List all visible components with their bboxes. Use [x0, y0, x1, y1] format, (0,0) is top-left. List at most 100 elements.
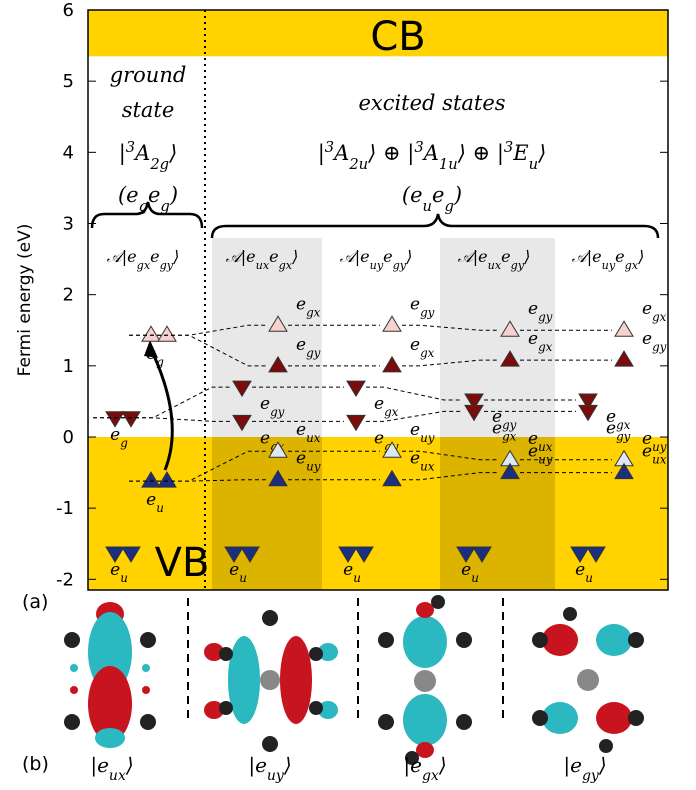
subscript: u: [120, 571, 128, 585]
subscript: uy: [370, 259, 384, 272]
subscript: uy: [602, 259, 616, 272]
math-text: ⟩: [283, 753, 292, 777]
superscript: 3: [504, 139, 513, 156]
y-tick-label: 4: [63, 142, 74, 163]
subscript: u: [471, 571, 479, 585]
subscript: gy: [652, 340, 667, 354]
band-label: CB: [370, 14, 425, 60]
math-text: |e: [90, 753, 109, 778]
subscript: g: [444, 198, 453, 215]
math-text: e: [343, 560, 353, 580]
y-tick-label: 5: [63, 71, 74, 92]
math-text: ⟩: [172, 247, 179, 266]
brace: [212, 214, 658, 238]
superscript: 3: [325, 139, 334, 156]
ground-config: (egeg): [118, 183, 178, 215]
subscript: gy: [306, 346, 321, 360]
math-text: A: [422, 141, 439, 165]
subscript: gx: [420, 346, 435, 360]
subscript: gy: [511, 259, 525, 272]
math-text: e: [148, 183, 160, 207]
orbital-label: |egy⟩: [563, 753, 606, 784]
ground-title: state: [122, 98, 175, 122]
orbital-eux: [64, 602, 156, 748]
y-tick-label: -2: [56, 569, 74, 590]
subscript: gy: [160, 259, 174, 272]
math-text: |: [119, 141, 126, 166]
excited-config: (eueg): [402, 183, 462, 215]
column-header: 𝒜|euyegy⟩: [340, 247, 413, 272]
subscript: ux: [256, 259, 270, 272]
math-text: ⟩: [291, 247, 298, 266]
math-text: e: [528, 442, 538, 462]
subscript: ux: [488, 259, 502, 272]
math-text: ⟩ ⊕ |: [367, 141, 414, 166]
subscript: u: [353, 571, 361, 585]
page: (a) (b): [0, 0, 696, 790]
subscript: u: [585, 571, 593, 585]
subscript: gx: [306, 305, 321, 319]
band-label: VB: [155, 540, 210, 586]
math-text: ): [453, 183, 462, 207]
level-marker: [615, 351, 633, 366]
y-tick-label: 2: [63, 285, 74, 306]
math-text: e: [146, 344, 156, 364]
math-text: 𝒜|e: [226, 247, 256, 266]
subscript: gx: [384, 405, 399, 419]
ground-ket: |3A2g⟩: [119, 139, 178, 173]
panel-label: (a): [22, 591, 48, 613]
subscript: gx: [625, 259, 639, 272]
column-header: 𝒜|euyegx⟩: [572, 247, 645, 272]
subscript: g: [156, 355, 164, 369]
subscript: u: [423, 198, 432, 215]
math-text: e: [575, 560, 585, 580]
math-text: e: [110, 560, 120, 580]
subscript: g: [139, 198, 148, 215]
math-text: e: [296, 335, 306, 355]
orbital-label: |eux⟩: [90, 753, 133, 784]
math-text: E: [512, 141, 528, 165]
math-text: e: [642, 329, 652, 349]
math-text: |e: [403, 753, 422, 778]
math-text: 𝒜|e: [340, 247, 370, 266]
subscript: 2g: [149, 156, 169, 173]
superscript: 3: [414, 139, 423, 156]
figure: (a) (b): [0, 0, 696, 790]
y-tick-label: 3: [63, 213, 74, 234]
y-axis-label: Fermi energy (eV): [15, 224, 35, 377]
math-text: e: [492, 418, 502, 438]
excited-title: excited states: [358, 91, 505, 115]
math-text: e: [229, 560, 239, 580]
math-text: ⟩: [637, 247, 644, 266]
math-text: e: [146, 490, 156, 510]
math-text: ): [169, 183, 178, 207]
column-header: 𝒜|egxegy⟩: [107, 247, 180, 272]
subscript: g: [120, 436, 128, 450]
math-text: e: [528, 329, 538, 349]
subscript: gx: [652, 310, 667, 324]
math-text: e: [642, 299, 652, 319]
subscript: gx: [538, 340, 553, 354]
subscript: gx: [279, 259, 293, 272]
superscript: 3: [126, 139, 135, 156]
level-marker: [347, 415, 365, 430]
math-text: e: [642, 442, 652, 462]
math-text: e: [110, 425, 120, 445]
math-text: (e: [402, 183, 423, 207]
math-text: e: [374, 428, 384, 448]
math-text: e: [269, 247, 278, 266]
math-text: A: [332, 141, 349, 165]
subscript: 1u: [439, 156, 458, 173]
subscript: g: [160, 198, 169, 215]
math-text: ⟩: [405, 247, 412, 266]
subscript: gy: [616, 429, 631, 443]
math-text: 𝒜|e: [458, 247, 488, 266]
math-text: A: [133, 141, 150, 165]
subscript: gy: [582, 768, 600, 784]
level-marker: [142, 326, 160, 341]
math-text: ⟩: [168, 141, 177, 165]
subscript: ux: [652, 453, 667, 467]
subscript: u: [239, 571, 247, 585]
math-text: |: [318, 141, 325, 166]
orbital-egy: [532, 607, 644, 753]
